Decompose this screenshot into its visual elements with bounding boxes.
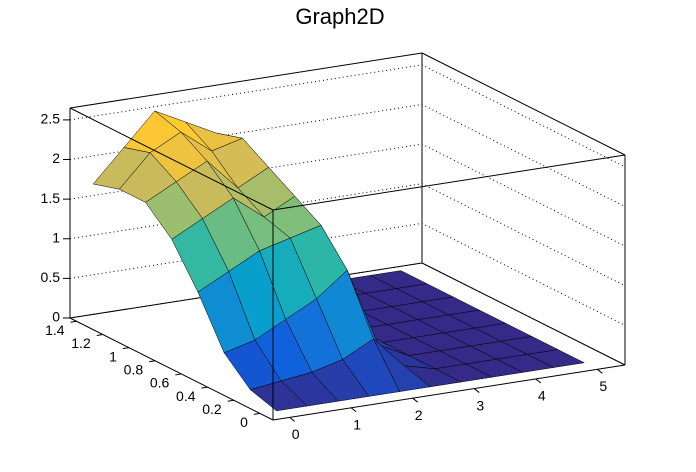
surface-cell: [249, 380, 308, 412]
x-tick-label: 5: [599, 378, 607, 394]
y-tick-label: 0.2: [202, 401, 222, 417]
tick-mark: [473, 388, 480, 393]
y-tick-label: 1.4: [45, 322, 65, 338]
chart-title: Graph2D: [295, 4, 384, 29]
z-tick-label: 0: [52, 309, 60, 325]
y-tick-label: 0.4: [176, 388, 196, 404]
grid-line: [69, 262, 626, 366]
tick-mark: [596, 368, 603, 374]
tick-mark: [253, 412, 260, 415]
frame-edge: [272, 364, 626, 421]
frame-edge: [69, 52, 423, 109]
y-tick-label: 0: [240, 414, 248, 430]
y-tick-label: 0.8: [124, 361, 144, 377]
tick-mark: [122, 347, 130, 350]
x-tick-label: 2: [415, 407, 423, 423]
x-tick-label: 3: [476, 397, 484, 413]
frame-edge: [421, 262, 626, 366]
y-tick-label: 0.6: [150, 375, 170, 391]
z-tick-label: 2.5: [41, 111, 61, 127]
y-tick-label: 1.2: [71, 335, 91, 351]
tick-mark: [227, 399, 234, 402]
x-tick-label: 0: [292, 426, 300, 442]
frame-edge: [69, 107, 274, 211]
tick-mark: [535, 378, 542, 384]
z-tick-label: 2: [52, 150, 60, 166]
x-tick-label: 4: [538, 388, 546, 404]
z-tick-label: 1: [52, 229, 60, 245]
grid-line: [69, 103, 626, 207]
x-tick-label: 1: [353, 416, 361, 432]
tick-mark: [96, 333, 103, 336]
tick-mark: [350, 407, 357, 413]
tick-mark: [412, 397, 419, 403]
tick-mark: [149, 360, 156, 363]
frame-edge: [69, 317, 274, 421]
z-tick-label: 0.5: [41, 269, 61, 285]
tick-mark: [289, 417, 295, 422]
frame-edge: [421, 52, 626, 156]
grid-line: [69, 64, 626, 168]
tick-mark: [201, 386, 208, 389]
y-tick-label: 1: [109, 348, 117, 364]
frame-edge: [272, 154, 626, 211]
grid-line: [69, 222, 626, 326]
z-tick-label: 1.5: [41, 190, 61, 206]
tick-mark: [70, 320, 77, 323]
grid-line: [69, 183, 626, 287]
tick-mark: [175, 373, 182, 376]
grid-line: [69, 143, 626, 247]
